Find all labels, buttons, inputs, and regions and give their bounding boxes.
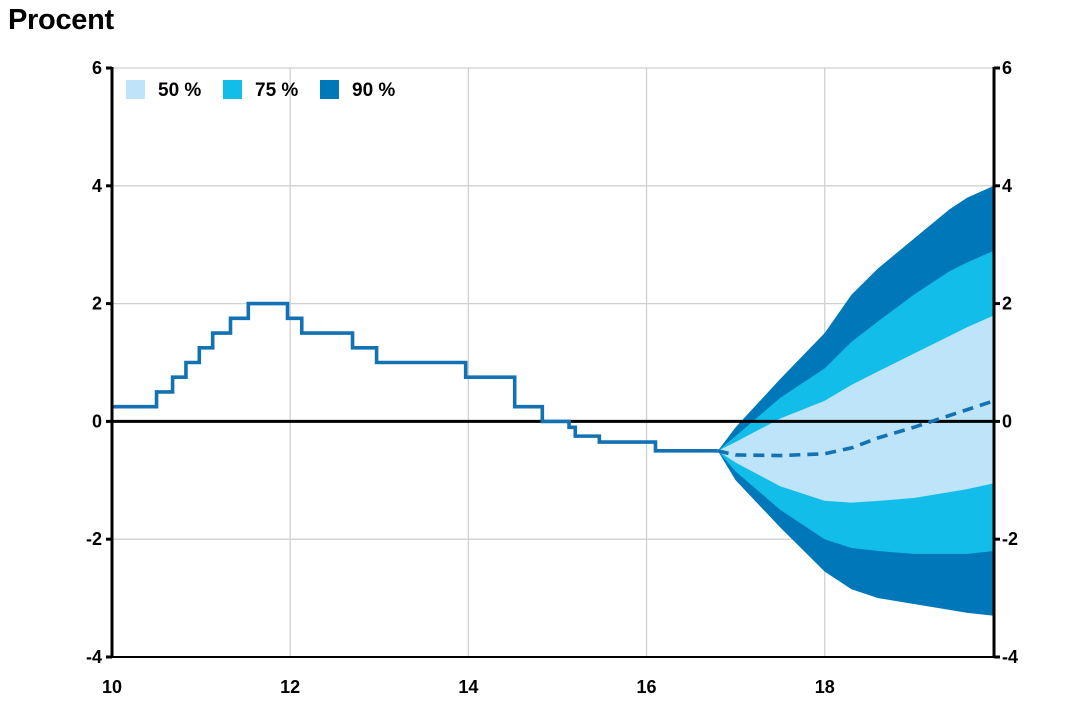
y-tick-label-left: -4 [86,647,102,667]
x-tick-label: 14 [458,677,478,697]
y-tick-label-left: -2 [86,529,102,549]
y-tick-label-left: 0 [92,411,102,431]
y-tick-label-right: 2 [1002,294,1012,314]
tick-labels: -4 -4 -2 -2 0 0 2 2 4 4 6 6 10 12 14 16 18 [86,58,1018,697]
legend-label: 75 % [255,80,298,101]
legend-swatch-90 [320,80,339,99]
y-axis-unit-label: Procent [8,4,114,36]
band-50-percent [717,315,994,503]
y-tick-label-left: 4 [92,176,102,196]
y-tick-label-left: 2 [92,294,102,314]
y-tick-label-left: 6 [92,58,102,78]
y-tick-label-right: -2 [1002,529,1018,549]
x-tick-label: 10 [102,677,122,697]
legend-swatch-75 [223,80,242,99]
policy-rate-line [112,301,718,453]
axes [106,66,1000,659]
forecast-line [717,399,995,458]
legend-label: 50 % [158,80,201,101]
y-tick-label-right: -4 [1002,647,1018,667]
x-tick-label: 12 [280,677,300,697]
legend-label: 90 % [352,80,395,101]
uncertainty-bands [717,185,994,616]
y-tick-label-right: 4 [1002,176,1012,196]
legend: 50 % 75 % 90 % [126,80,395,101]
y-tick-label-right: 6 [1002,58,1012,78]
series-lines [112,301,995,458]
legend-swatch-50 [126,80,145,99]
y-tick-label-right: 0 [1002,411,1012,431]
x-tick-label: 18 [815,677,835,697]
x-tick-label: 16 [637,677,657,697]
